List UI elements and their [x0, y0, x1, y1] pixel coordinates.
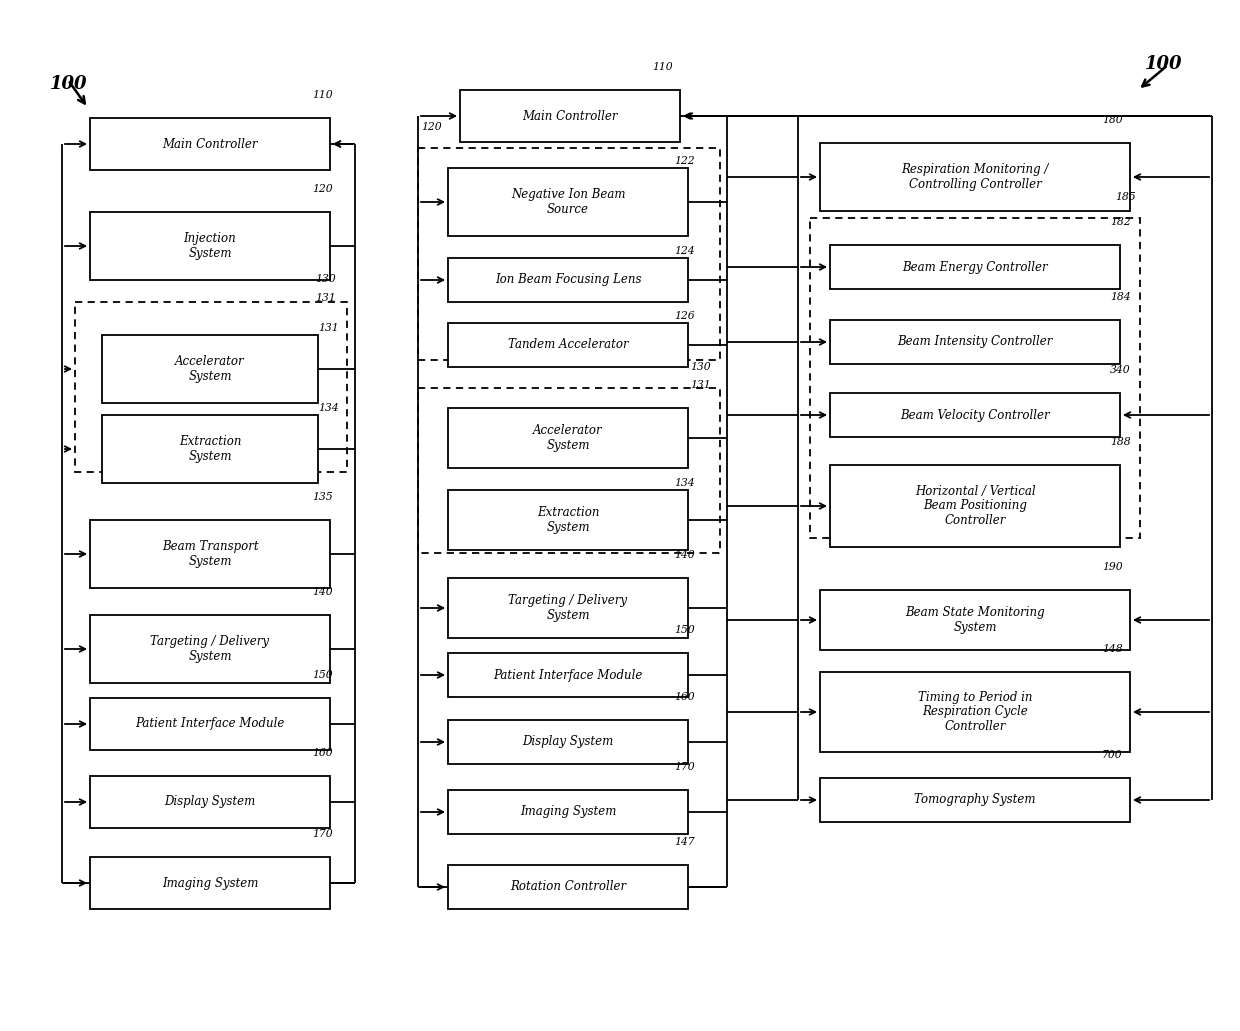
Bar	[448, 408, 688, 468]
Text: 140: 140	[312, 587, 332, 597]
Text: Patient Interface Module: Patient Interface Module	[494, 668, 642, 681]
Bar	[830, 393, 1120, 437]
Text: Imaging System: Imaging System	[520, 805, 616, 819]
Text: Horizontal / Vertical
Beam Positioning
Controller: Horizontal / Vertical Beam Positioning C…	[915, 485, 1035, 528]
Text: Tandem Accelerator: Tandem Accelerator	[507, 338, 629, 352]
Bar	[74, 302, 347, 472]
Text: 120: 120	[312, 184, 332, 194]
Text: Respiration Monitoring /
Controlling Controller: Respiration Monitoring / Controlling Con…	[901, 163, 1049, 191]
Bar	[448, 168, 688, 236]
Bar	[91, 857, 330, 909]
Bar	[830, 465, 1120, 547]
Text: 180: 180	[1102, 115, 1122, 125]
Text: 130: 130	[315, 274, 336, 284]
Text: Injection
System: Injection System	[184, 232, 237, 260]
Bar	[91, 212, 330, 280]
Text: Tomography System: Tomography System	[914, 794, 1035, 806]
Bar	[820, 672, 1130, 752]
Text: 120: 120	[422, 122, 441, 132]
Bar	[418, 148, 720, 360]
Bar	[91, 776, 330, 828]
Bar	[418, 388, 720, 553]
Bar	[448, 490, 688, 550]
Text: Ion Beam Focusing Lens: Ion Beam Focusing Lens	[495, 273, 641, 287]
Text: 340: 340	[1110, 365, 1131, 375]
Text: 130: 130	[689, 362, 711, 372]
Bar	[448, 578, 688, 638]
Text: 131: 131	[315, 293, 336, 303]
Text: Negative Ion Beam
Source: Negative Ion Beam Source	[511, 188, 625, 217]
Text: 122: 122	[675, 156, 694, 166]
Bar	[820, 143, 1130, 211]
Text: Accelerator
System: Accelerator System	[533, 424, 603, 452]
Text: Extraction
System: Extraction System	[179, 435, 242, 463]
Text: 126: 126	[675, 311, 694, 321]
Bar	[91, 520, 330, 588]
Bar	[91, 698, 330, 750]
Bar	[820, 778, 1130, 822]
Text: 160: 160	[675, 692, 694, 702]
Bar	[102, 415, 317, 483]
Bar	[820, 590, 1130, 650]
Text: Imaging System: Imaging System	[161, 876, 258, 890]
Text: 131: 131	[689, 380, 711, 390]
Text: Patient Interface Module: Patient Interface Module	[135, 718, 285, 731]
Text: 131: 131	[317, 323, 339, 333]
Text: 110: 110	[652, 62, 672, 72]
Text: 170: 170	[312, 829, 332, 839]
Text: 185: 185	[1115, 192, 1136, 202]
Bar	[830, 245, 1120, 289]
Text: 140: 140	[675, 550, 694, 560]
Bar	[448, 720, 688, 764]
Text: Accelerator
System: Accelerator System	[175, 355, 244, 383]
Text: 150: 150	[675, 625, 694, 635]
Text: Timing to Period in
Respiration Cycle
Controller: Timing to Period in Respiration Cycle Co…	[918, 691, 1032, 733]
Text: Display System: Display System	[522, 735, 614, 749]
Text: 110: 110	[312, 90, 332, 100]
Text: Beam State Monitoring
System: Beam State Monitoring System	[905, 606, 1045, 634]
Bar	[91, 118, 330, 170]
Text: 160: 160	[312, 749, 332, 758]
Text: 100: 100	[1145, 55, 1183, 73]
Text: Extraction
System: Extraction System	[537, 506, 599, 534]
Text: Beam Transport
System: Beam Transport System	[161, 540, 258, 568]
Text: Targeting / Delivery
System: Targeting / Delivery System	[508, 594, 627, 622]
Text: 184: 184	[1110, 292, 1131, 302]
Text: 150: 150	[312, 670, 332, 680]
Text: 190: 190	[1102, 562, 1122, 572]
Text: Targeting / Delivery
System: Targeting / Delivery System	[150, 635, 269, 663]
Text: Beam Velocity Controller: Beam Velocity Controller	[900, 408, 1050, 422]
Bar	[460, 90, 680, 142]
Bar	[810, 218, 1140, 538]
Text: 100: 100	[50, 75, 88, 93]
Text: 134: 134	[675, 478, 694, 488]
Text: Main Controller: Main Controller	[162, 137, 258, 151]
Text: Beam Intensity Controller: Beam Intensity Controller	[898, 335, 1053, 348]
Text: Rotation Controller: Rotation Controller	[510, 880, 626, 894]
Bar	[448, 258, 688, 302]
Text: 700: 700	[1102, 750, 1122, 760]
Bar	[448, 790, 688, 834]
Text: 134: 134	[317, 403, 339, 413]
Bar	[91, 616, 330, 683]
Text: Main Controller: Main Controller	[522, 109, 618, 123]
Text: 182: 182	[1110, 217, 1131, 227]
Text: 148: 148	[1102, 644, 1122, 654]
Text: 124: 124	[675, 246, 694, 256]
Bar	[448, 653, 688, 697]
Bar	[448, 323, 688, 367]
Bar	[448, 865, 688, 909]
Text: 188: 188	[1110, 437, 1131, 447]
Text: 147: 147	[675, 837, 694, 847]
Text: Display System: Display System	[165, 796, 255, 808]
Text: 135: 135	[312, 492, 332, 502]
Text: Beam Energy Controller: Beam Energy Controller	[903, 261, 1048, 273]
Bar	[102, 335, 317, 403]
Text: 170: 170	[675, 762, 694, 772]
Bar	[830, 320, 1120, 364]
